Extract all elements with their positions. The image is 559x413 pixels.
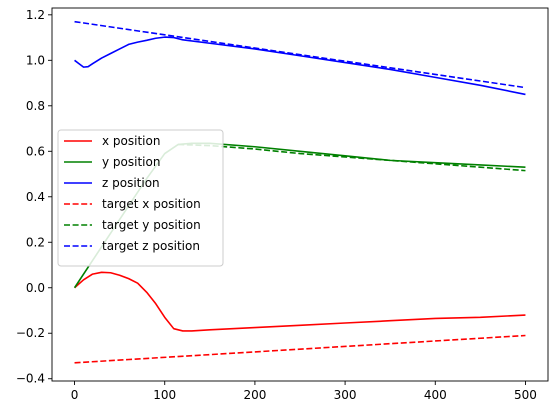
legend: x position y position z position target x p…	[57, 129, 224, 267]
x-tick-label: 200	[243, 388, 266, 402]
legend-label-1: y position	[102, 155, 160, 169]
legend-label-2: z position	[102, 176, 160, 190]
legend-label-3: target x position	[102, 197, 201, 211]
x-tick-label: 100	[153, 388, 176, 402]
y-tick-label: 0.0	[26, 281, 45, 295]
legend-label-0: x position	[102, 134, 160, 148]
series-line-2	[74, 36, 526, 96]
legend-box	[57, 129, 224, 267]
x-tick-label: 300	[334, 388, 357, 402]
x-tick-label: 500	[514, 388, 537, 402]
y-tick-label: −0.2	[16, 326, 45, 340]
series-line-4	[178, 143, 526, 172]
legend-label-4: target y position	[102, 218, 201, 232]
series-line-3	[74, 334, 526, 364]
y-tick-label: 0.6	[26, 144, 45, 158]
y-tick-label: −0.4	[16, 372, 45, 386]
y-tick-label: 0.8	[26, 99, 45, 113]
x-tick-label: 0	[71, 388, 79, 402]
y-tick-label: 0.4	[26, 190, 45, 204]
series-line-0	[74, 271, 526, 332]
y-tick-label: 1.2	[26, 8, 45, 22]
y-tick-label: 0.2	[26, 235, 45, 249]
x-tick-label: 400	[424, 388, 447, 402]
legend-label-5: target z position	[102, 239, 200, 253]
y-tick-label: 1.0	[26, 53, 45, 67]
series-line-5	[74, 20, 526, 89]
axes: 0 100 200 300 400 500 −0.4 −0.2 0.0 0.2 0.4 0.6 0.8 1…	[16, 7, 549, 402]
plot-frame	[51, 7, 549, 382]
